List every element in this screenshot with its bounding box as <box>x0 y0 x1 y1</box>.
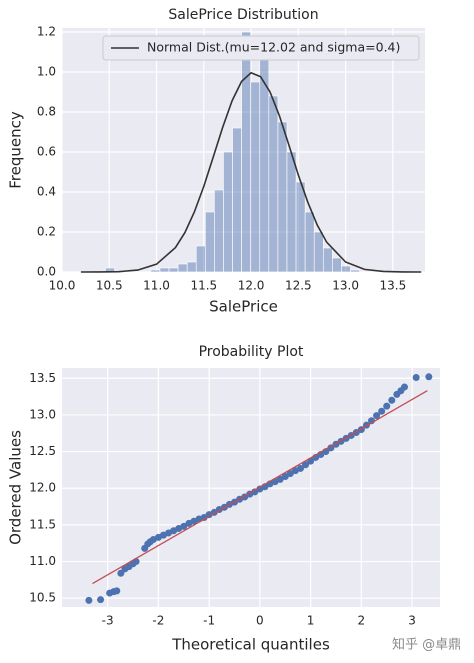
x-tick-label: 12.5 <box>285 279 312 293</box>
bar <box>177 263 188 273</box>
bar <box>332 257 342 273</box>
point <box>400 383 408 391</box>
point <box>113 587 121 595</box>
y-tick-label: 11.0 <box>29 554 56 568</box>
bar <box>286 151 297 273</box>
point <box>373 412 381 420</box>
point <box>276 475 284 483</box>
bar <box>241 31 251 273</box>
y-axis-label: Frequency <box>7 111 25 189</box>
bar <box>168 267 179 273</box>
point <box>286 470 294 478</box>
point <box>296 464 304 472</box>
point <box>378 407 386 415</box>
density-curve <box>80 71 422 273</box>
x-tick-label: -2 <box>152 614 164 628</box>
y-tick-label: 0.4 <box>37 185 56 199</box>
bar <box>205 211 215 273</box>
point <box>327 444 335 452</box>
point <box>383 402 391 410</box>
point <box>85 596 93 604</box>
point <box>117 569 125 577</box>
bar <box>186 261 197 273</box>
bar <box>322 247 333 273</box>
point <box>251 488 259 496</box>
x-tick-label: 0 <box>256 614 264 628</box>
bar <box>268 95 279 273</box>
chart-title: Probability Plot <box>199 344 304 360</box>
point <box>388 396 396 404</box>
y-tick-label: 0.2 <box>37 225 56 239</box>
bar <box>214 189 224 273</box>
point <box>180 522 188 530</box>
x-axis-label: Theoretical quantiles <box>171 636 330 654</box>
bar <box>223 151 233 273</box>
y-tick-label: 12.5 <box>29 444 56 458</box>
y-tick-label: 12.0 <box>29 481 56 495</box>
y-tick-label: 13.0 <box>29 407 56 421</box>
x-tick-label: 11.5 <box>190 279 217 293</box>
x-tick-label: -3 <box>102 614 114 628</box>
point <box>97 596 105 604</box>
y-tick-label: 10.5 <box>29 591 56 605</box>
y-tick-label: 1.2 <box>37 25 56 39</box>
y-tick-label: 0.0 <box>37 265 56 279</box>
legend-box <box>102 35 420 61</box>
bar <box>277 121 288 273</box>
bar <box>195 245 206 273</box>
point <box>425 373 433 381</box>
bar <box>232 127 242 273</box>
bar <box>350 269 360 273</box>
watermark: 知乎 @卓鼎 <box>392 637 461 653</box>
x-tick-label: 13.0 <box>332 279 359 293</box>
bar <box>313 231 324 273</box>
x-tick-label: 12.0 <box>238 279 265 293</box>
legend-label: Normal Dist.(mu=12.02 and sigma=0.4) <box>147 40 400 55</box>
bar <box>150 269 161 273</box>
y-tick-label: 0.6 <box>37 145 56 159</box>
chart-title: SalePrice Distribution <box>168 7 318 23</box>
point <box>302 461 310 469</box>
x-tick-label: 3 <box>408 614 416 628</box>
y-tick-label: 1.0 <box>37 65 56 79</box>
bar <box>341 265 351 273</box>
bar <box>159 267 170 273</box>
x-tick-label: 11.0 <box>143 279 170 293</box>
fit-line <box>92 390 428 585</box>
x-tick-label: 1 <box>307 614 315 628</box>
x-tick-label: 10.5 <box>96 279 123 293</box>
x-tick-label: 13.5 <box>380 279 407 293</box>
bar <box>250 81 261 273</box>
x-tick-label: 10.0 <box>49 279 76 293</box>
y-axis-label: Ordered Values <box>7 430 25 545</box>
y-tick-label: 0.8 <box>37 105 56 119</box>
y-tick-label: 11.5 <box>29 517 56 531</box>
x-tick-label: -1 <box>203 614 215 628</box>
y-tick-label: 13.5 <box>29 371 56 385</box>
x-tick-label: 2 <box>358 614 366 628</box>
point <box>281 473 289 481</box>
x-axis-label: SalePrice <box>209 298 278 316</box>
bar <box>295 181 306 273</box>
point <box>200 514 208 522</box>
plot-area <box>62 28 425 272</box>
point <box>412 374 420 382</box>
bar <box>304 211 315 273</box>
